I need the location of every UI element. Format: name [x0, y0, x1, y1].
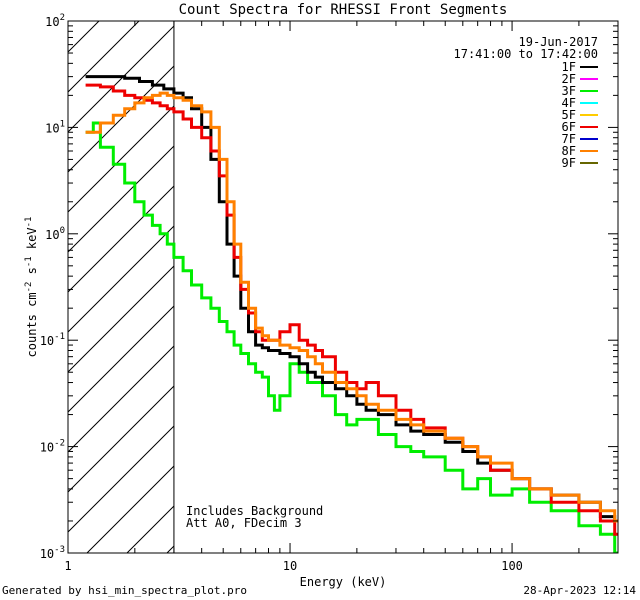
legend-label-4F: 4F [562, 96, 576, 110]
series-line-3F [85, 121, 618, 553]
y-tick-label: 10-3 [40, 545, 65, 561]
date-label: 19-Jun-2017 [519, 35, 598, 49]
legend-label-1F: 1F [562, 60, 576, 74]
x-axis-label: Energy (keV) [300, 575, 387, 589]
series-line-8F [85, 91, 618, 523]
x-tick-label: 10 [283, 559, 297, 573]
legend-label-3F: 3F [562, 84, 576, 98]
y-tick-label: 101 [45, 119, 65, 135]
legend-label-9F: 9F [562, 156, 576, 170]
plot-frame [67, 20, 619, 554]
annotation-background: Includes Background [186, 504, 323, 518]
time-range-label: 17:41:00 to 17:42:00 [454, 47, 599, 61]
y-tick-label: 10-2 [40, 439, 65, 455]
x-tick-label: 1 [64, 559, 71, 573]
annotation-attenuator: Att A0, FDecim 3 [186, 516, 302, 530]
legend-label-5F: 5F [562, 108, 576, 122]
legend-label-8F: 8F [562, 144, 576, 158]
legend-label-2F: 2F [562, 72, 576, 86]
y-tick-label: 102 [45, 13, 65, 29]
chart-title: Count Spectra for RHESSI Front Segments [179, 2, 508, 18]
hatch-fill [68, 21, 174, 553]
legend-label-6F: 6F [562, 120, 576, 134]
y-axis-label: counts cm-2 s-1 keV-1 [24, 217, 39, 358]
footer-generated: Generated by hsi_min_spectra_plot.pro [2, 584, 247, 597]
series-group [85, 75, 618, 553]
x-tick-label: 100 [501, 559, 523, 573]
y-tick-label: 10-1 [40, 332, 65, 348]
axis-ticks: 1 10 100 10-3 10-2 10-1 100 101 102 [40, 13, 619, 573]
y-tick-label: 100 [45, 226, 65, 242]
legend-label-7F: 7F [562, 132, 576, 146]
excluded-energy-region [68, 21, 175, 553]
footer-date: 28-Apr-2023 12:14 [523, 584, 636, 597]
